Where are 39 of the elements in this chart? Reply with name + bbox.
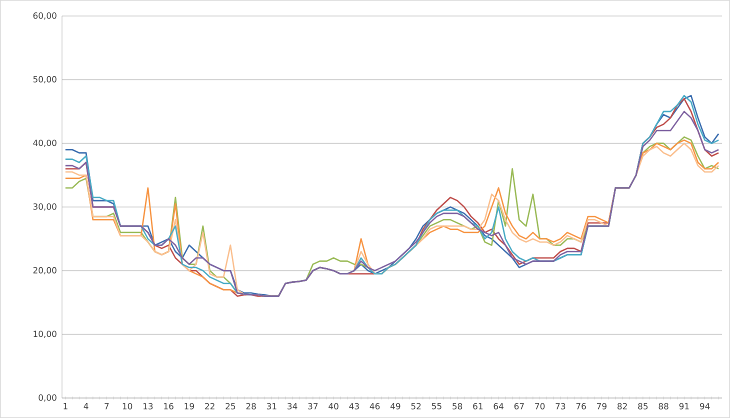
x-tick-label: 1 bbox=[64, 403, 68, 410]
x-tick-label: 55 bbox=[432, 403, 442, 410]
x-tick-label: 43 bbox=[349, 403, 359, 410]
x-tick-label: 4 bbox=[84, 403, 88, 410]
x-tick-label: 91 bbox=[679, 403, 689, 410]
y-tick-label: 50,00 bbox=[33, 76, 56, 84]
x-tick-label: 10 bbox=[122, 403, 132, 410]
x-tick-label: 85 bbox=[638, 403, 648, 410]
x-tick-label: 28 bbox=[246, 403, 256, 410]
x-tick-label: 37 bbox=[308, 403, 318, 410]
x-tick-label: 25 bbox=[226, 403, 236, 410]
x-tick-label: 67 bbox=[514, 403, 524, 410]
x-tick-label: 61 bbox=[473, 403, 483, 410]
x-tick-label: 70 bbox=[535, 403, 545, 410]
x-tick-label: 22 bbox=[205, 403, 214, 410]
x-tick-label: 52 bbox=[411, 403, 421, 410]
y-tick-label: 30,00 bbox=[33, 203, 56, 211]
x-tick-label: 82 bbox=[618, 403, 627, 410]
y-tick-label: 60,00 bbox=[33, 12, 56, 20]
x-tick-label: 76 bbox=[576, 403, 586, 410]
y-tick-label: 40,00 bbox=[33, 140, 56, 147]
x-tick-label: 73 bbox=[556, 403, 566, 410]
x-tick-label: 31 bbox=[266, 403, 276, 410]
x-tick-label: 16 bbox=[164, 403, 174, 410]
x-tick-label: 13 bbox=[143, 403, 153, 410]
x-tick-label: 88 bbox=[658, 403, 668, 410]
x-tick-label: 49 bbox=[390, 403, 400, 410]
x-tick-label: 58 bbox=[452, 403, 462, 410]
y-tick-label: 20,00 bbox=[33, 267, 56, 274]
y-tick-label: 10,00 bbox=[34, 330, 56, 338]
x-tick-label: 64 bbox=[494, 403, 504, 410]
y-tick-label: 0,00 bbox=[38, 394, 56, 402]
x-tick-label: 40 bbox=[328, 403, 338, 410]
x-tick-label: 34 bbox=[288, 403, 298, 410]
x-tick-label: 94 bbox=[700, 403, 710, 410]
x-tick-label: 19 bbox=[184, 403, 194, 410]
x-tick-label: 7 bbox=[104, 403, 109, 410]
x-tick-label: 79 bbox=[596, 403, 606, 410]
x-tick-label: 46 bbox=[370, 403, 380, 410]
